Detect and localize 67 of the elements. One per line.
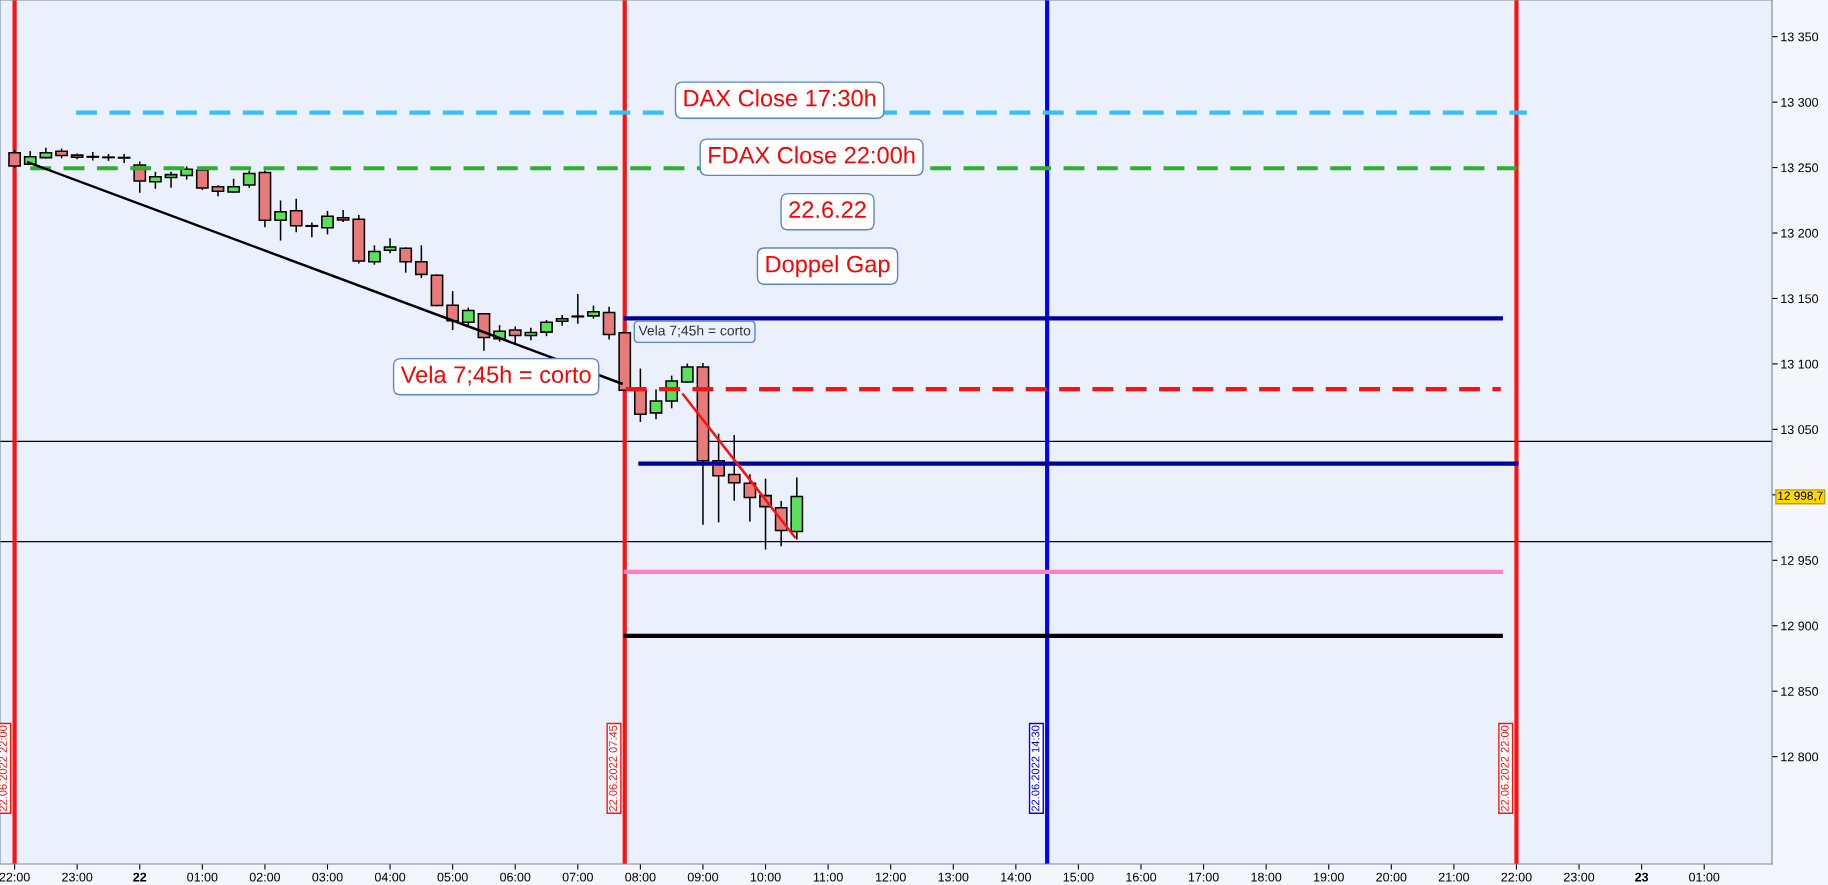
- x-tick-label: 01:00: [187, 872, 218, 882]
- annotation: DAX Close 17:30h: [684, 89, 876, 107]
- x-tick-label: 22: [133, 872, 147, 882]
- candlestick: [524, 327, 538, 341]
- x-tick-label: 23:00: [62, 872, 93, 882]
- candlestick: [289, 198, 303, 233]
- candlestick: [383, 238, 397, 254]
- annotation: Vela 7;45h = corto: [400, 365, 591, 386]
- x-tick-label: 11:00: [813, 872, 843, 882]
- candlestick: [743, 474, 757, 522]
- candlestick: [336, 209, 350, 223]
- candlestick: [633, 368, 647, 422]
- y-tick-label: 12 900: [1781, 621, 1819, 631]
- x-tick-label: 23:00: [1564, 872, 1595, 882]
- ref-line-label: 22.06.2022 07:45: [609, 725, 617, 812]
- candlestick: [399, 247, 413, 273]
- y-tick-label: 12 950: [1781, 556, 1819, 565]
- y-tick-label: 13 150: [1781, 294, 1819, 304]
- y-tick-label: 12 800: [1781, 752, 1819, 762]
- candlestick: [117, 153, 131, 163]
- x-tick-label: 16:00: [1126, 872, 1157, 882]
- x-tick-label: 22:00: [1501, 872, 1532, 882]
- x-tick-label: 18:00: [1251, 872, 1282, 882]
- x-tick-label: 20:00: [1376, 872, 1407, 882]
- candlestick: [602, 306, 616, 340]
- x-tick-label: 23: [1635, 872, 1649, 882]
- x-tick-label: 04:00: [374, 872, 406, 882]
- x-tick-label: 05:00: [437, 872, 468, 882]
- x-tick-label: 08:00: [625, 872, 656, 882]
- x-tick-label: 07:00: [562, 872, 593, 882]
- y-tick-label: 13 050: [1781, 425, 1819, 435]
- x-tick-label: 15:00: [1063, 872, 1094, 882]
- x-tick-label: 02:00: [249, 872, 281, 882]
- candlestick: [274, 200, 287, 241]
- y-tick-label: 13 350: [1781, 32, 1819, 42]
- x-tick-label: 10:00: [750, 872, 781, 882]
- candlestick: [86, 151, 100, 161]
- x-tick-label: 22:00: [0, 872, 30, 882]
- annotation: Vela 7;45h = corto: [638, 325, 751, 338]
- x-tick-label: 12:00: [876, 872, 906, 882]
- x-tick-label: 09:00: [687, 872, 719, 882]
- ref-line-label: 22.06.2022 14:30: [1031, 725, 1040, 812]
- x-tick-label: 19:00: [1314, 872, 1344, 882]
- candlestick: [555, 315, 569, 326]
- ref-line-label: 22.06.2022 22:00: [1500, 725, 1509, 812]
- y-tick-label: 13 250: [1781, 163, 1819, 173]
- candlestick: [571, 293, 585, 324]
- text: 12 998,7: [1778, 491, 1823, 502]
- x-tick-label: 14:00: [1001, 872, 1031, 882]
- x-tick-label: 01:00: [1689, 872, 1720, 882]
- annotation: Doppel Gap: [766, 255, 890, 278]
- x-tick-label: 03:00: [312, 872, 343, 882]
- candlestick: [649, 389, 663, 420]
- x-tick-label: 13:00: [938, 872, 969, 882]
- annotation: FDAX Close 22:00h: [709, 146, 915, 164]
- y-tick-label: 12 850: [1781, 687, 1819, 696]
- x-tick-label: 21:00: [1438, 872, 1470, 882]
- x-tick-label: 06:00: [500, 872, 531, 882]
- y-tick-label: 13 200: [1781, 228, 1819, 238]
- candlestick: [305, 222, 319, 238]
- x-tick-label: 17:00: [1188, 872, 1219, 882]
- candlestick: [446, 291, 460, 331]
- candlestick: [321, 210, 334, 235]
- y-tick-label: 13 100: [1781, 359, 1819, 369]
- y-tick-label: 13 300: [1781, 97, 1819, 107]
- candlestick: [414, 245, 428, 279]
- annotation: 22.6.22: [789, 201, 866, 219]
